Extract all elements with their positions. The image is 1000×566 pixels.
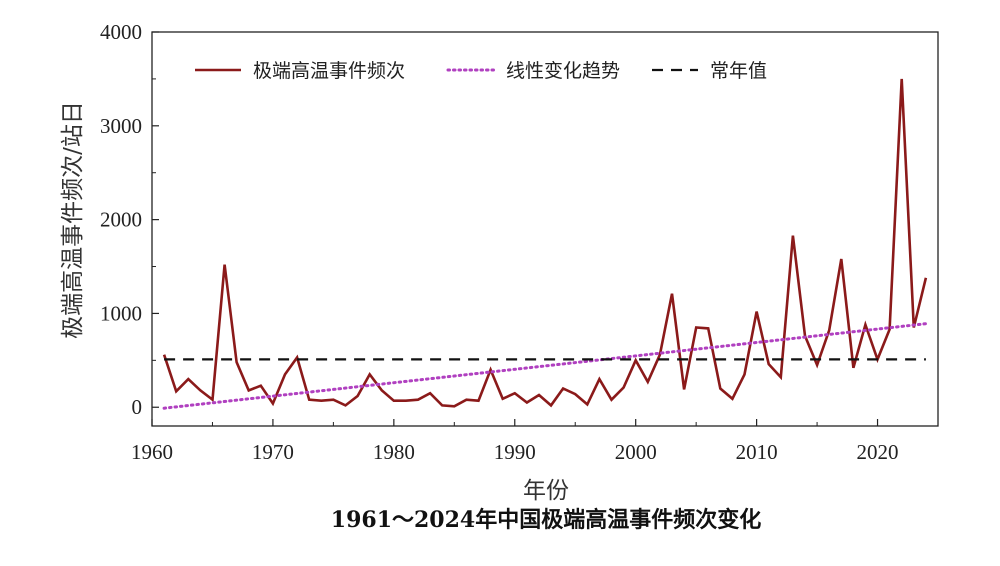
- data-point: [187, 378, 190, 381]
- data-point: [526, 401, 529, 404]
- series-line-1: [162, 322, 928, 410]
- data-point: [368, 373, 371, 376]
- x-tick-label: 2000: [615, 440, 657, 464]
- data-point: [828, 329, 831, 332]
- data-point: [175, 390, 178, 393]
- data-point: [247, 389, 250, 392]
- x-tick-label: 2020: [857, 440, 899, 464]
- data-point: [695, 326, 698, 329]
- data-point: [622, 386, 625, 389]
- data-point: [405, 399, 408, 402]
- data-point: [840, 258, 843, 261]
- x-tick-label: 2010: [736, 440, 778, 464]
- y-axis-title: 极端高温事件频次/站日: [60, 101, 86, 339]
- y-tick-label: 2000: [100, 208, 142, 232]
- x-tick-label: 1990: [494, 440, 536, 464]
- y-tick-label: 0: [132, 395, 143, 419]
- legend-label-2: 常年值: [710, 60, 767, 82]
- data-point: [743, 373, 746, 376]
- y-tick-label: 1000: [100, 301, 142, 325]
- data-point: [465, 398, 468, 401]
- data-point: [707, 327, 710, 330]
- data-point: [320, 399, 323, 402]
- data-point: [417, 398, 420, 401]
- data-point: [925, 276, 928, 279]
- data-point: [900, 78, 903, 81]
- data-point: [356, 395, 359, 398]
- data-point: [683, 388, 686, 391]
- data-point: [272, 402, 275, 405]
- chart-caption: 1961～2024年中国极端高温事件频次变化: [331, 507, 761, 533]
- x-axis-ticks: 1960 1970 1980 1990 2000 2010 2020: [131, 419, 899, 464]
- x-tick-label: 1970: [252, 440, 294, 464]
- data-point: [260, 384, 263, 387]
- y-axis-ticks: 0 1000 2000 3000 4000: [100, 20, 159, 419]
- data-point: [852, 367, 855, 370]
- data-point: [429, 392, 432, 395]
- data-point: [344, 404, 347, 407]
- x-axis-title: 年份: [523, 478, 569, 504]
- legend: 极端高温事件频次 线性变化趋势 常年值: [195, 60, 767, 82]
- data-point: [610, 398, 613, 401]
- data-point: [332, 398, 335, 401]
- data-point: [864, 323, 867, 326]
- series-layer: [162, 78, 928, 410]
- data-point: [163, 353, 166, 356]
- data-point: [671, 292, 674, 295]
- x-tick-label: 1960: [131, 440, 173, 464]
- series-line-0: [162, 78, 928, 408]
- data-point: [199, 389, 202, 392]
- data-point: [646, 381, 649, 384]
- data-point: [586, 403, 589, 406]
- data-point: [767, 363, 770, 366]
- plot-frame: [151, 31, 939, 427]
- legend-label-0: 极端高温事件频次: [253, 60, 405, 82]
- data-point: [816, 364, 819, 367]
- data-point: [477, 399, 480, 402]
- y-tick-label: 3000: [100, 114, 142, 138]
- data-point: [393, 399, 396, 402]
- data-point: [223, 263, 226, 266]
- data-point: [501, 397, 504, 400]
- data-point: [453, 405, 456, 408]
- data-point: [562, 387, 565, 390]
- data-point: [550, 404, 553, 407]
- data-point: [308, 398, 311, 401]
- data-point: [598, 378, 601, 381]
- data-point: [780, 376, 783, 379]
- data-point: [634, 359, 637, 362]
- data-point: [441, 404, 444, 407]
- data-point: [235, 361, 238, 364]
- data-point: [284, 373, 287, 376]
- data-point: [513, 392, 516, 395]
- data-point: [538, 394, 541, 397]
- data-point: [211, 398, 214, 401]
- data-point: [719, 387, 722, 390]
- data-point: [792, 234, 795, 237]
- y-tick-label: 4000: [100, 20, 142, 44]
- data-point: [755, 310, 758, 313]
- data-point: [574, 393, 577, 396]
- data-point: [731, 397, 734, 400]
- x-tick-label: 1980: [373, 440, 415, 464]
- data-point: [380, 389, 383, 392]
- plot-border: [151, 31, 939, 427]
- legend-label-1: 线性变化趋势: [506, 60, 620, 82]
